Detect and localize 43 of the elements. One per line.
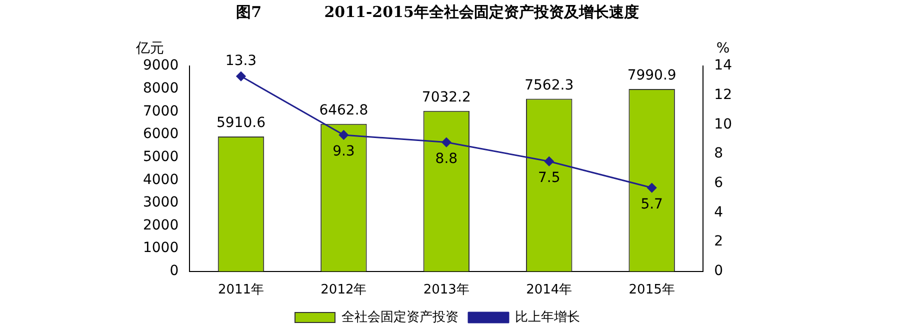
data-label: 13.3 [225,52,257,69]
point [236,72,246,82]
x-tick-label: 2012年 [320,282,367,298]
point [647,183,657,193]
y-tick-label: 8000 [142,80,179,96]
point [338,130,348,140]
y-tick-label: 2000 [142,217,179,234]
y-tick-label: 7000 [142,103,179,120]
y2-tick-label: 0 [714,263,724,280]
y-tick-label: 4000 [142,172,179,188]
data-label: 7032.2 [422,90,471,106]
chart-title: 图7 2011-2015年全社会固定资产投资及增长速度 [236,2,639,21]
legend-label: 全社会固定资产投资 [342,310,458,325]
data-label: 6462.8 [319,102,368,119]
point [442,138,452,148]
y2-tick-label: 2 [714,234,724,250]
y2-tick-label: 8 [714,146,724,162]
y2-tick-label: 12 [714,86,732,103]
y2-tick-label: 6 [714,175,724,192]
y-tick-label: 3000 [142,194,179,211]
x-tick-label: 2015年 [628,282,675,298]
x-tick-label: 2011年 [218,282,264,298]
data-label: 7990.9 [627,68,676,84]
y-tick-label: 1000 [142,240,179,256]
y2-tick-label: 14 [714,58,732,74]
legend-label: 比上年增长 [515,310,580,325]
data-label: 8.8 [435,150,458,167]
data-label: 7562.3 [524,77,574,94]
y2-axis-title: % [716,40,730,57]
x-tick-label: 2014年 [526,282,572,298]
y-tick-label: 6000 [142,126,179,142]
y-tick-label: 5000 [142,148,179,165]
data-label: 7.5 [538,170,560,186]
x-tick-label: 2013年 [423,282,470,298]
data-label: 9.3 [332,144,355,160]
y-tick-label: 0 [170,263,179,280]
y2-tick-label: 10 [714,116,732,132]
y-tick-label: 9000 [142,58,179,74]
y-axis-title: 亿元 [135,40,164,57]
point [544,156,554,166]
y2-tick-label: 4 [714,204,724,220]
data-label: 5910.6 [216,115,266,132]
data-label: 5.7 [640,196,663,212]
